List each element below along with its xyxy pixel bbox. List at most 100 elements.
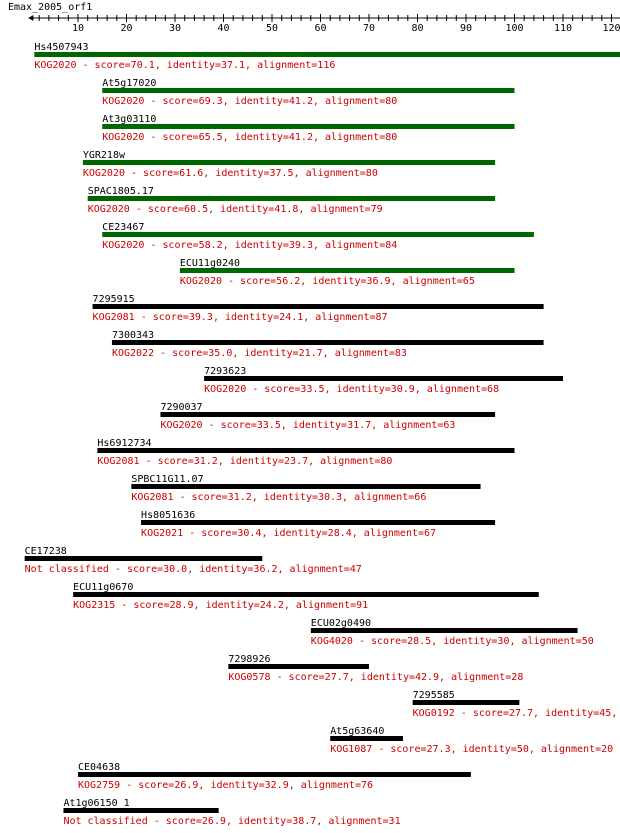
hit-description[interactable]: KOG4020 - score=28.5, identity=30, align…: [311, 636, 594, 647]
hit-bar[interactable]: [131, 484, 481, 489]
hit-description[interactable]: KOG2020 - score=69.3, identity=41.2, ali…: [102, 96, 397, 107]
hit-bar[interactable]: [412, 700, 520, 705]
hit-description[interactable]: KOG2759 - score=26.9, identity=32.9, ali…: [78, 780, 373, 791]
hit-bar[interactable]: [111, 340, 544, 345]
hit-bar[interactable]: [34, 52, 620, 57]
hit-row[interactable]: CE17238 Not classified - score=30.0, iden…: [24, 546, 362, 575]
axis-tick-label: 70: [363, 23, 375, 34]
hit-row[interactable]: At5g63640 KOG1087 - score=27.3, identity=…: [330, 726, 613, 755]
hit-row[interactable]: At1g06150_1 Not classified - score=26.9, …: [63, 798, 401, 827]
axis-tick-label: 90: [460, 23, 472, 34]
hit-name[interactable]: 7300343: [112, 330, 154, 341]
hit-name[interactable]: At3g03110: [102, 114, 156, 125]
hit-description[interactable]: KOG0192 - score=27.7, identity=45, a: [413, 708, 620, 719]
axis-tick-label: 120: [602, 23, 620, 34]
hit-bar[interactable]: [92, 304, 544, 309]
hit-name[interactable]: At1g06150_1: [63, 798, 129, 809]
hit-row[interactable]: 7300343 KOG2022 - score=35.0, identity=21…: [111, 330, 544, 359]
hit-bar[interactable]: [97, 448, 515, 453]
hit-row[interactable]: 7295915 KOG2081 - score=39.3, identity=24…: [92, 294, 544, 323]
hit-bar[interactable]: [330, 736, 403, 741]
hit-row[interactable]: 7298926 KOG0578 - score=27.7, identity=42…: [228, 654, 523, 683]
hit-row[interactable]: SPBC11G11.07 KOG2081 - score=31.2, identi…: [131, 474, 481, 503]
hit-bar[interactable]: [73, 592, 539, 597]
hit-row[interactable]: SPAC1805.17 KOG2020 - score=60.5, identit…: [87, 186, 496, 215]
hit-name[interactable]: CE17238: [25, 546, 67, 557]
hit-bar[interactable]: [204, 376, 563, 381]
hit-row[interactable]: Hs6912734 KOG2081 - score=31.2, identity=…: [97, 438, 515, 467]
hit-name[interactable]: Hs8051636: [141, 510, 195, 521]
hit-name[interactable]: ECU02g0490: [311, 618, 371, 629]
hit-row[interactable]: At3g03110 KOG2020 - score=65.5, identity=…: [102, 114, 515, 143]
hit-name[interactable]: 7298926: [228, 654, 270, 665]
hit-bar[interactable]: [160, 412, 496, 417]
axis-arrow-left: [28, 15, 34, 21]
hit-description[interactable]: KOG2021 - score=30.4, identity=28.4, ali…: [141, 528, 436, 539]
hit-name[interactable]: 7295915: [93, 294, 135, 305]
hit-bar[interactable]: [78, 772, 471, 777]
hit-name[interactable]: Hs4507943: [34, 42, 88, 53]
hit-row[interactable]: 7295585 KOG0192 - score=27.7, identity=45…: [412, 690, 620, 719]
axis-tick-label: 110: [554, 23, 572, 34]
hit-row[interactable]: CE23467 KOG2020 - score=58.2, identity=39…: [102, 222, 534, 251]
hit-row[interactable]: ECU02g0490 KOG4020 - score=28.5, identity…: [310, 618, 594, 647]
axis-tick-label: 50: [266, 23, 278, 34]
hit-bar[interactable]: [82, 160, 496, 165]
hit-name[interactable]: YGR218w: [83, 150, 126, 161]
hit-name[interactable]: At5g17020: [102, 78, 156, 89]
hit-row[interactable]: Hs8051636 KOG2021 - score=30.4, identity=…: [141, 510, 496, 539]
hit-description[interactable]: KOG2020 - score=56.2, identity=36.9, ali…: [180, 276, 475, 287]
hit-description[interactable]: KOG2081 - score=31.2, identity=23.7, ali…: [97, 456, 392, 467]
hit-name[interactable]: CE04638: [78, 762, 120, 773]
hit-name[interactable]: At5g63640: [330, 726, 384, 737]
hit-bar[interactable]: [228, 664, 369, 669]
hit-name[interactable]: 7295585: [413, 690, 455, 701]
hit-name[interactable]: ECU11g0240: [180, 258, 240, 269]
hit-description[interactable]: KOG2020 - score=33.5, identity=30.9, ali…: [204, 384, 499, 395]
hit-bar[interactable]: [102, 232, 534, 237]
hit-description[interactable]: KOG2020 - score=33.5, identity=31.7, ali…: [160, 420, 455, 431]
hit-name[interactable]: SPAC1805.17: [88, 186, 154, 197]
axis-tick-label: 100: [505, 23, 523, 34]
axis-tick-label: 80: [411, 23, 423, 34]
hit-row[interactable]: ECU11g0240 KOG2020 - score=56.2, identity…: [179, 258, 515, 287]
hit-description[interactable]: KOG2081 - score=39.3, identity=24.1, ali…: [93, 312, 388, 323]
hit-row[interactable]: At5g17020 KOG2020 - score=69.3, identity=…: [102, 78, 515, 107]
hit-row[interactable]: 7290037 KOG2020 - score=33.5, identity=31…: [160, 402, 496, 431]
hit-description[interactable]: KOG2081 - score=31.2, identity=30.3, ali…: [131, 492, 426, 503]
hit-description[interactable]: KOG2020 - score=60.5, identity=41.8, ali…: [88, 204, 383, 215]
hit-row[interactable]: Hs4507943 KOG2020 - score=70.1, identity=…: [34, 42, 620, 71]
hit-bar[interactable]: [63, 808, 219, 813]
hit-bar[interactable]: [102, 124, 515, 129]
hit-bar[interactable]: [310, 628, 578, 633]
hit-name[interactable]: SPBC11G11.07: [131, 474, 203, 485]
hit-description[interactable]: KOG2020 - score=61.6, identity=37.5, ali…: [83, 168, 378, 179]
hit-bar[interactable]: [102, 88, 515, 93]
hit-row[interactable]: ECU11g0670 KOG2315 - score=28.9, identity…: [73, 582, 539, 611]
hit-name[interactable]: 7293623: [204, 366, 246, 377]
hit-description[interactable]: Not classified - score=26.9, identity=38…: [63, 816, 400, 827]
hit-bar[interactable]: [141, 520, 496, 525]
hit-name[interactable]: ECU11g0670: [73, 582, 133, 593]
hit-description[interactable]: KOG2022 - score=35.0, identity=21.7, ali…: [112, 348, 407, 359]
hit-row[interactable]: 7293623 KOG2020 - score=33.5, identity=30…: [204, 366, 563, 395]
hit-description[interactable]: KOG1087 - score=27.3, identity=50, align…: [330, 744, 613, 755]
hit-bar[interactable]: [24, 556, 263, 561]
hit-bar[interactable]: [179, 268, 515, 273]
hit-name[interactable]: CE23467: [102, 222, 144, 233]
hit-description[interactable]: KOG2020 - score=65.5, identity=41.2, ali…: [102, 132, 397, 143]
hit-description[interactable]: KOG0578 - score=27.7, identity=42.9, ali…: [228, 672, 523, 683]
hit-name[interactable]: Hs6912734: [97, 438, 151, 449]
hit-row[interactable]: CE04638 KOG2759 - score=26.9, identity=32…: [78, 762, 471, 791]
hit-description[interactable]: KOG2020 - score=58.2, identity=39.3, ali…: [102, 240, 397, 251]
sequence-axis: 10 20 30 40 50 60 70 80 90 100 110 120: [28, 14, 620, 34]
hit-description[interactable]: KOG2315 - score=28.9, identity=24.2, ali…: [73, 600, 368, 611]
hit-description[interactable]: Not classified - score=30.0, identity=36…: [25, 564, 362, 575]
hit-bar[interactable]: [87, 196, 496, 201]
hit-name[interactable]: 7290037: [160, 402, 202, 413]
axis-tick-label: 30: [169, 23, 181, 34]
hit-row[interactable]: YGR218w KOG2020 - score=61.6, identity=37…: [82, 150, 496, 179]
query-title: Emax_2005_orf1: [8, 2, 92, 13]
hit-description[interactable]: KOG2020 - score=70.1, identity=37.1, ali…: [34, 60, 335, 71]
